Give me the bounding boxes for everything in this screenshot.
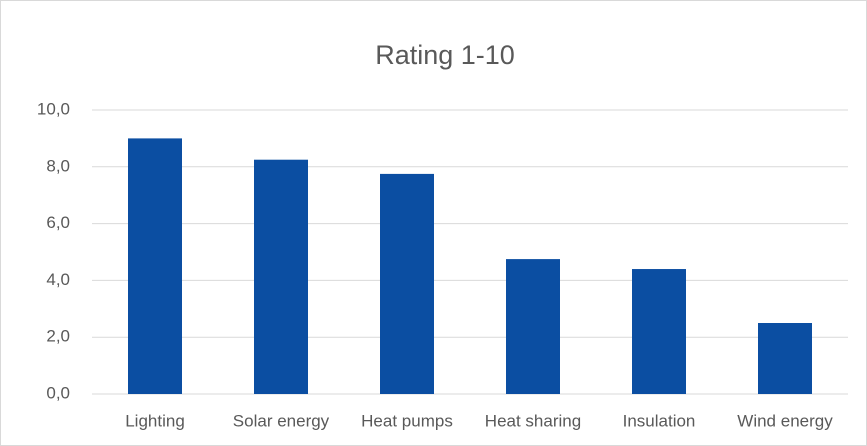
bar	[254, 159, 308, 394]
y-tick-label: 6,0	[46, 213, 70, 232]
chart-title: Rating 1-10	[375, 40, 515, 70]
bar	[632, 269, 686, 394]
x-tick-label: Lighting	[125, 411, 185, 430]
x-tick-label: Solar energy	[233, 411, 330, 430]
y-tick-label: 0,0	[46, 383, 70, 402]
x-tick-label: Wind energy	[737, 411, 833, 430]
bar	[128, 138, 182, 394]
y-tick-label: 10,0	[37, 99, 70, 118]
x-tick-label: Heat pumps	[361, 411, 453, 430]
y-tick-label: 8,0	[46, 156, 70, 175]
bar	[758, 323, 812, 394]
bar	[506, 259, 560, 394]
y-tick-label: 4,0	[46, 270, 70, 289]
x-tick-label: Heat sharing	[485, 411, 581, 430]
x-tick-label: Insulation	[623, 411, 696, 430]
bar	[380, 173, 434, 394]
y-tick-label: 2,0	[46, 327, 70, 346]
